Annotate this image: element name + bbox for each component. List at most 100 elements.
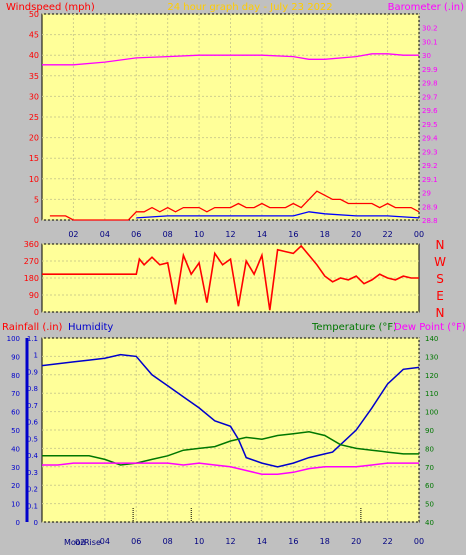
chart2-series-0 <box>42 244 419 311</box>
chart2-compass-label: N <box>436 238 445 252</box>
chart1-y2tick-label: 29.1 <box>422 176 438 184</box>
chart3-humidity-tick: 80 <box>11 372 20 380</box>
chart2-compass-label: S <box>436 272 444 286</box>
chart3-rain-tick: 0.5 <box>27 435 38 443</box>
chart3-rain-tick: 0.3 <box>27 469 38 477</box>
chart1-series-0 <box>49 190 420 221</box>
chart3-xtick-label: 08 <box>163 537 173 546</box>
chart3-humidity-tick: 60 <box>11 409 20 417</box>
chart1-xtick-label: 14 <box>257 230 267 239</box>
chart1-ytick-label: 5 <box>34 195 39 204</box>
chart3-temp-tick: 110 <box>425 390 438 398</box>
chart1-title: 24 hour graph day - July 23 2022 <box>167 2 332 13</box>
chart1-y2tick-label: 28.8 <box>422 217 438 225</box>
chart2-ytick-label: 270 <box>24 257 39 266</box>
chart1-xtick-label: 22 <box>382 230 392 239</box>
chart3-temp-tick: 120 <box>425 372 438 380</box>
chart3-temp-tick: 140 <box>425 335 438 343</box>
chart3-rain-tick: 0.7 <box>27 402 38 410</box>
chart2-compass-label: W <box>434 255 446 269</box>
chart3-rain-tick: 1.1 <box>27 335 38 343</box>
chart3-humidity-tick: 90 <box>11 353 20 361</box>
chart3-series-1 <box>42 431 419 466</box>
chart3-xtick-label: 12 <box>225 537 235 546</box>
chart1-xtick-label: 18 <box>320 230 330 239</box>
chart1-ylabel: Windspeed (mph) <box>6 2 95 13</box>
chart3-temp-tick: 50 <box>425 501 434 509</box>
chart3-humidity-tick: 10 <box>11 501 20 509</box>
chart1-y2tick-label: 29.3 <box>422 148 438 156</box>
chart2-ytick-label: 360 <box>24 240 39 249</box>
chart3-humidity-tick: 100 <box>7 335 20 343</box>
chart3-dewpoint-label: Dew Point (°F) <box>394 322 466 333</box>
chart1-y2label: Barometer (.in) <box>388 2 464 13</box>
chart3-temp-label: Temperature (°F) <box>311 322 397 333</box>
chart3-rain-tick: 0.6 <box>27 419 39 427</box>
chart1-y2tick-label: 30.1 <box>422 38 438 46</box>
chart3-xtick-02: 02 <box>75 538 85 547</box>
chart3-xtick-label: 22 <box>382 537 392 546</box>
chart1-xtick-label: 08 <box>163 230 173 239</box>
chart1-y2tick-label: 30.2 <box>422 25 438 33</box>
chart1-xtick-label: 20 <box>351 230 361 239</box>
chart3-humidity-tick: 40 <box>11 445 20 453</box>
chart3-rain-tick: 0.4 <box>27 452 39 460</box>
chart3-series-2 <box>42 462 419 475</box>
chart1-ytick-label: 20 <box>29 134 39 143</box>
chart1-xtick-label: 00 <box>414 230 424 239</box>
chart1-y2tick-label: 29.5 <box>422 121 438 129</box>
chart3-temp-tick: 130 <box>425 353 438 361</box>
chart1-y2tick-label: 29.6 <box>422 107 438 115</box>
chart3-xtick-label: 14 <box>257 537 267 546</box>
chart2-ytick-label: 0 <box>34 308 39 317</box>
chart3-humidity-tick: 70 <box>11 390 20 398</box>
chart3-xtick-label: 16 <box>288 537 298 546</box>
chart1-xtick-label: 02 <box>68 230 78 239</box>
chart1-y2tick-label: 28.9 <box>422 203 438 211</box>
chart3-xtick-label: 06 <box>131 537 141 546</box>
chart3-temp-tick: 60 <box>425 482 434 490</box>
chart3-series-0 <box>41 353 420 468</box>
chart1-series-2 <box>42 53 419 66</box>
chart1-y2tick-label: 29.8 <box>422 80 438 88</box>
chart1-y2tick-label: 29.7 <box>422 93 438 101</box>
chart1-ytick-label: 50 <box>29 10 39 19</box>
chart1-ytick-label: 40 <box>29 51 39 60</box>
chart3-humidity-tick: 30 <box>11 464 20 472</box>
chart1-xtick-label: 16 <box>288 230 298 239</box>
chart1-y2tick-label: 29.2 <box>422 162 438 170</box>
chart2-compass-label: E <box>436 289 444 303</box>
chart3-xtick-label: 04 <box>100 537 110 546</box>
chart1-y2tick-label: 29.9 <box>422 66 438 74</box>
chart3-rain-tick: 0.1 <box>27 502 38 510</box>
chart3-rain-tick: 0.2 <box>27 486 38 494</box>
chart1-ytick-label: 10 <box>29 175 39 184</box>
chart1-ytick-label: 0 <box>34 216 39 225</box>
chart3-temp-tick: 90 <box>425 427 434 435</box>
chart1-ytick-label: 30 <box>29 92 39 101</box>
chart3-xtick-label: 20 <box>351 537 361 546</box>
chart3-temp-tick: 100 <box>425 409 438 417</box>
chart1-xtick-label: 04 <box>100 230 110 239</box>
chart1-y2tick-label: 29.4 <box>422 135 438 143</box>
chart2-ytick-label: 180 <box>24 274 39 283</box>
chart3-humidity-tick: 0 <box>16 519 20 527</box>
chart1-ytick-label: 35 <box>29 72 39 81</box>
chart2-ytick-label: 90 <box>29 291 39 300</box>
chart3-rain-label: Rainfall (.in) <box>2 322 63 333</box>
chart3-rain-tick: 0 <box>34 519 38 527</box>
chart1-y2tick-label: 29 <box>422 190 431 198</box>
chart1-xtick-label: 10 <box>194 230 204 239</box>
chart3-rain-tick: 1 <box>34 352 38 360</box>
chart3-rain-tick: 0.8 <box>27 385 38 393</box>
chart1-ytick-label: 25 <box>29 113 39 122</box>
chart3-temp-tick: 40 <box>425 519 434 527</box>
chart3-xtick-label: 18 <box>320 537 330 546</box>
chart1-y2tick-label: 30 <box>422 52 431 60</box>
chart3-xtick-label: 00 <box>414 537 424 546</box>
chart1-xtick-label: 06 <box>131 230 141 239</box>
chart2-compass-label: N <box>436 306 445 320</box>
chart3-moon-label: Moon <box>64 538 86 547</box>
